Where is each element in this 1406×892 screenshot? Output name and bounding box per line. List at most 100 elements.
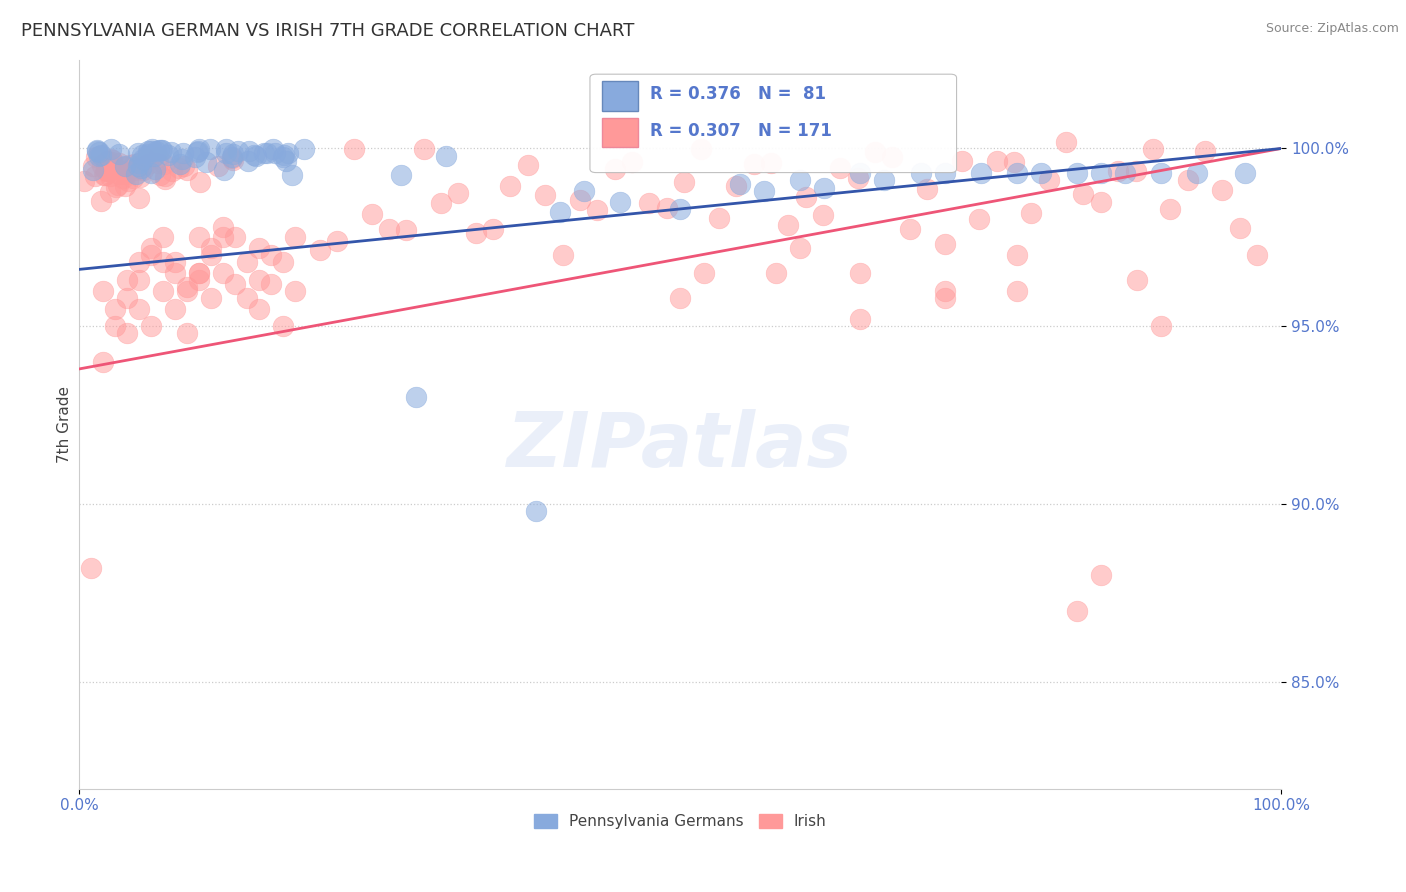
Point [176,280,198,294]
Point [849,312,872,326]
Point [849,166,872,180]
Point [108,147,131,161]
Point [104,301,127,316]
Point [969,166,991,180]
Point [160,164,183,178]
Point [136,157,159,171]
Point [136,144,159,158]
Point [200,291,222,305]
Point [693,266,716,280]
Point [534,187,557,202]
Y-axis label: 7th Grade: 7th Grade [58,385,72,463]
Point [176,284,198,298]
Text: ZIPatlas: ZIPatlas [508,409,853,483]
Point [188,266,211,280]
Point [82,163,104,178]
Point [813,180,835,194]
Point [184,150,207,164]
Point [104,319,127,334]
Point [1246,247,1268,261]
Point [273,255,295,269]
Point [728,177,751,191]
Point [249,273,271,287]
Point [84,169,107,183]
Point [91,284,114,298]
Point [360,207,382,221]
Point [136,146,159,161]
Point [276,153,298,168]
Point [673,175,696,189]
Point [249,241,271,255]
Point [548,205,571,219]
Point [1177,172,1199,186]
Point [1002,155,1025,169]
Point [200,241,222,255]
Point [967,212,990,227]
Point [1066,166,1088,180]
Point [153,156,176,170]
Point [131,148,153,162]
Point [846,171,869,186]
Point [464,226,486,240]
Point [156,147,179,161]
Point [1038,173,1060,187]
Text: R = 0.307   N = 171: R = 0.307 N = 171 [650,121,832,139]
Point [96,164,118,178]
Point [128,170,150,185]
Point [273,148,295,162]
Point [754,184,776,198]
Point [759,155,782,169]
Point [87,149,110,163]
Point [655,202,678,216]
Legend: Pennsylvania Germans, Irish: Pennsylvania Germans, Irish [527,808,832,836]
Point [152,255,174,269]
Point [160,145,183,159]
Point [1054,135,1077,149]
Point [139,152,162,166]
Point [127,145,149,160]
Point [176,162,198,177]
Point [100,142,122,156]
Point [141,144,163,158]
Point [141,319,163,334]
Point [499,179,522,194]
Point [950,153,973,168]
Point [524,504,547,518]
Point [1073,186,1095,201]
Point [86,144,108,158]
Point [1114,166,1136,180]
Point [143,149,166,163]
Point [145,161,167,176]
Point [934,166,956,180]
Point [284,284,307,298]
Text: Source: ZipAtlas.com: Source: ZipAtlas.com [1265,22,1399,36]
Point [115,326,138,341]
Point [1194,144,1216,158]
Point [915,181,938,195]
Point [789,173,811,187]
Point [148,156,170,170]
Point [100,153,122,167]
Point [221,147,243,161]
Point [638,195,661,210]
Point [326,234,349,248]
Point [115,273,138,287]
Point [165,266,187,280]
Point [1005,284,1028,298]
Point [141,248,163,262]
Point [146,150,169,164]
Point [934,291,956,305]
Point [80,561,103,575]
Point [226,145,249,159]
Point [1150,319,1173,334]
Point [1211,183,1233,197]
Point [882,150,904,164]
Point [125,167,148,181]
Point [934,284,956,298]
Point [1021,205,1043,219]
Point [129,161,152,176]
Point [986,154,1008,169]
Point [86,143,108,157]
Point [378,222,401,236]
Point [794,190,817,204]
